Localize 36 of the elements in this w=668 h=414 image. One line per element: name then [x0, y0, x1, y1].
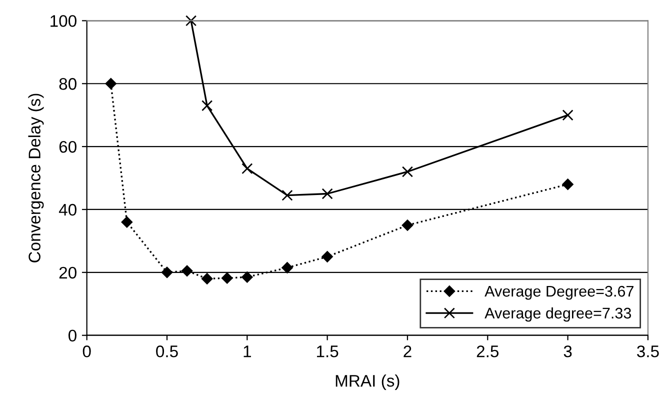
y-tick-label: 60: [59, 140, 76, 153]
x-tick-label: 2.5: [476, 346, 499, 358]
point: [161, 266, 173, 278]
point: [322, 188, 333, 200]
x-tick-label: 1: [244, 346, 251, 358]
y-axis-title: Convergence Delay (s): [28, 94, 44, 262]
x-tick-label: 2: [404, 346, 412, 358]
x-tick-label: 1.5: [317, 346, 338, 358]
point: [402, 220, 414, 231]
x-axis-title: MRAI (s): [336, 374, 400, 390]
point: [181, 265, 193, 276]
x-tick-label: 0: [82, 346, 91, 358]
legend-label: Average Degree=3.67: [484, 286, 634, 300]
point: [402, 166, 414, 178]
x-tick-label: 0.5: [156, 346, 178, 358]
point: [562, 178, 574, 190]
point: [121, 216, 133, 228]
point: [562, 110, 574, 121]
point: [282, 190, 293, 201]
point: [282, 262, 293, 274]
y-tick-label: 80: [59, 78, 76, 90]
point: [242, 163, 253, 174]
point: [105, 78, 116, 90]
legend-label: Average degree=7.33: [484, 307, 632, 322]
y-tick-label: 20: [59, 266, 76, 279]
point: [242, 272, 253, 283]
y-tick-label: 0: [68, 330, 76, 342]
x-tick-label: 3: [564, 346, 572, 358]
y-tick-label: 40: [58, 204, 76, 216]
point: [202, 100, 213, 112]
x-tick-label: 3.5: [637, 346, 659, 358]
point: [222, 272, 233, 284]
y-tick-label: 100: [50, 15, 76, 27]
point: [201, 273, 213, 284]
point: [185, 15, 197, 26]
point: [322, 251, 333, 262]
